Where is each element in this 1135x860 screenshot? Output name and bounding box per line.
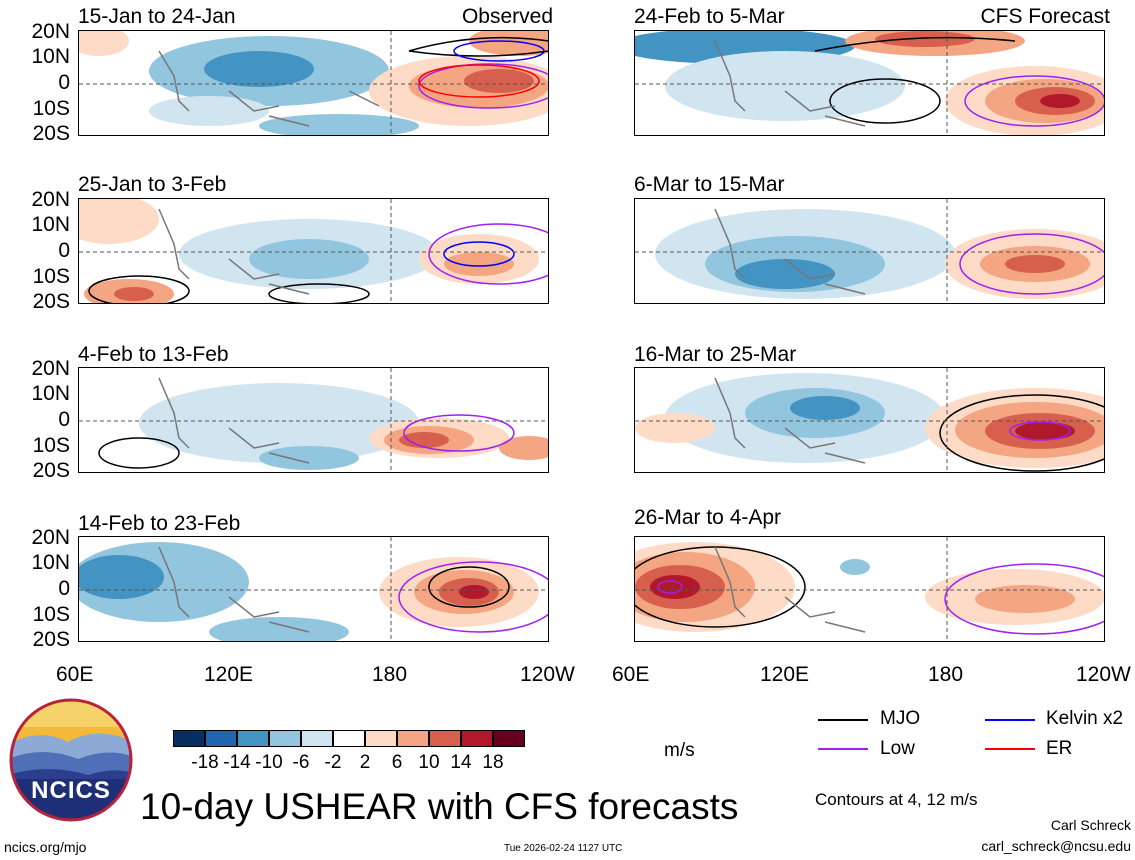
- lat-label: 0: [58, 408, 70, 431]
- map-panel-7: [634, 367, 1105, 473]
- shear-field-8: [635, 537, 1104, 641]
- lat-label: 10N: [31, 213, 70, 236]
- legend-label-er: ER: [1046, 738, 1073, 759]
- lat-label: 0: [58, 239, 70, 262]
- logo-graphic: [9, 698, 133, 822]
- colorbar-label: -6: [292, 752, 310, 773]
- shear-field-2: [79, 199, 548, 303]
- lat-label: 0: [58, 577, 70, 600]
- lat-label: 20S: [32, 122, 70, 145]
- lat-label: 10S: [32, 97, 70, 120]
- lat-label: 20S: [32, 459, 70, 482]
- lon-label: 180: [372, 663, 408, 686]
- colorbar-label: -10: [255, 752, 283, 773]
- colorbar-label: -14: [223, 752, 251, 773]
- colorbar-box: [301, 730, 333, 747]
- lat-label: 10S: [32, 603, 70, 626]
- map-panel-4: [78, 536, 549, 642]
- panel-title-2: 25-Jan to 3-Feb: [78, 173, 227, 196]
- shear-field-7: [635, 368, 1104, 472]
- main-title: 10-day USHEAR with CFS forecasts: [140, 786, 739, 827]
- shear-field-6: [635, 199, 1104, 303]
- lon-label: 180: [928, 663, 964, 686]
- colorbar-box: [333, 730, 365, 747]
- panel-title-1: 15-Jan to 24-Jan: [78, 5, 236, 28]
- colorbar-box: [365, 730, 397, 747]
- lat-label: 10N: [31, 45, 70, 68]
- lon-label: 120W: [1076, 663, 1131, 686]
- colorbar-box: [397, 730, 429, 747]
- observed-label: Observed: [461, 5, 553, 28]
- shear-field-3: [79, 368, 548, 472]
- colorbar-label: 10: [418, 752, 440, 773]
- colorbar-label: 18: [482, 752, 504, 773]
- lat-label: 20N: [31, 20, 70, 43]
- lon-label: 120E: [760, 663, 810, 686]
- map-panel-3: [78, 367, 549, 473]
- lon-label: 60E: [612, 663, 650, 686]
- colorbar-label: 6: [391, 752, 403, 773]
- ncics-logo: NCICS: [8, 697, 134, 823]
- legend-line-mjo: [818, 719, 868, 721]
- panel-title-6: 6-Mar to 15-Mar: [634, 173, 785, 196]
- lat-label: 0: [58, 71, 70, 94]
- colorbar-box: [205, 730, 237, 747]
- shear-field-5: [635, 31, 1104, 135]
- legend-label-mjo: MJO: [880, 708, 921, 729]
- legend-label-low: Low: [880, 738, 915, 759]
- footer-email[interactable]: carl_schreck@ncsu.edu: [981, 838, 1131, 854]
- legend-label-kelvin: Kelvin x2: [1046, 708, 1124, 729]
- colorbar-box: [429, 730, 461, 747]
- lon-label: 120E: [204, 663, 254, 686]
- shear-field-4: [79, 537, 548, 641]
- colorbar-box: [461, 730, 493, 747]
- map-panel-2: [78, 198, 549, 304]
- units-label: m/s: [664, 740, 695, 761]
- map-panel-1: [78, 30, 549, 136]
- lon-label: 60E: [56, 663, 94, 686]
- map-panel-8: [634, 536, 1105, 642]
- lat-label: 10N: [31, 551, 70, 574]
- lat-label: 10S: [32, 434, 70, 457]
- panel-title-5: 24-Feb to 5-Mar: [634, 5, 785, 28]
- logo-text: NCICS: [31, 777, 111, 804]
- lat-label: 20S: [32, 628, 70, 651]
- colorbar-box: [237, 730, 269, 747]
- map-panel-6: [634, 198, 1105, 304]
- footer-timestamp: Tue 2026-02-24 1127 UTC: [504, 843, 623, 854]
- lon-label: 120W: [520, 663, 575, 686]
- colorbar-label: 2: [359, 752, 371, 773]
- footer-website[interactable]: ncics.org/mjo: [4, 839, 87, 855]
- panel-title-3: 4-Feb to 13-Feb: [78, 343, 229, 366]
- forecast-label: CFS Forecast: [980, 5, 1110, 28]
- lat-label: 20S: [32, 290, 70, 313]
- legend-line-kelvin: [985, 719, 1035, 721]
- colorbar-label: 14: [450, 752, 472, 773]
- map-panel-5: [634, 30, 1105, 136]
- legend-line-low: [818, 748, 868, 750]
- colorbar-label: -2: [324, 752, 342, 773]
- panel-title-7: 16-Mar to 25-Mar: [634, 343, 797, 366]
- shear-field-1: [79, 31, 548, 135]
- colorbar-label: -18: [191, 752, 219, 773]
- contours-note: Contours at 4, 12 m/s: [815, 790, 978, 809]
- colorbar-box: [493, 730, 525, 747]
- lat-label: 20N: [31, 357, 70, 380]
- panel-title-4: 14-Feb to 23-Feb: [78, 512, 241, 535]
- lat-label: 20N: [31, 526, 70, 549]
- colorbar-box: [269, 730, 301, 747]
- legend-line-er: [985, 748, 1035, 750]
- lat-label: 20N: [31, 188, 70, 211]
- panel-title-8: 26-Mar to 4-Apr: [634, 506, 782, 529]
- footer-author: Carl Schreck: [1050, 817, 1131, 833]
- lat-label: 10S: [32, 265, 70, 288]
- lat-label: 10N: [31, 382, 70, 405]
- colorbar-box: [173, 730, 205, 747]
